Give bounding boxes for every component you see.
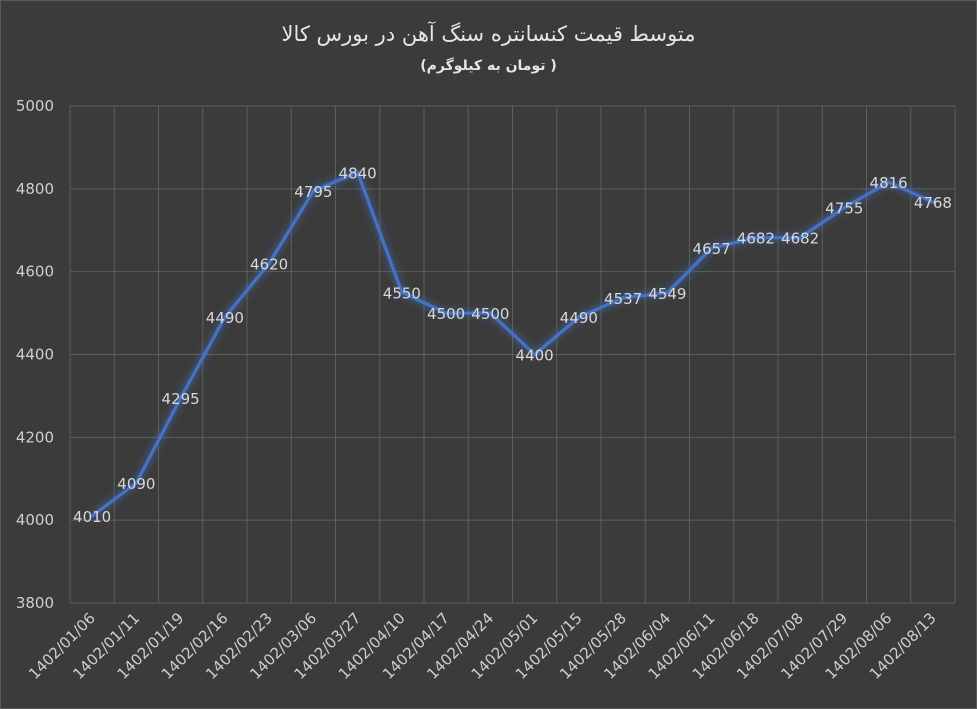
series-layer bbox=[90, 170, 935, 518]
y-tick-label: 4000 bbox=[16, 511, 54, 529]
data-point bbox=[710, 246, 714, 250]
y-tick-label: 5000 bbox=[16, 97, 54, 115]
data-point bbox=[267, 261, 271, 265]
data-label-layer: 4010 4090 4295 4490 4620 4795 4840 4550 4500 4500… bbox=[73, 164, 952, 526]
data-point bbox=[488, 311, 492, 315]
series-line bbox=[90, 170, 935, 518]
y-tick-label: 4200 bbox=[16, 428, 54, 446]
data-label: 4500 bbox=[471, 305, 509, 323]
data-point bbox=[223, 315, 227, 319]
data-label: 4755 bbox=[825, 199, 863, 217]
data-point bbox=[665, 291, 669, 295]
data-point bbox=[134, 481, 138, 485]
data-point bbox=[90, 514, 94, 518]
data-point bbox=[400, 290, 404, 294]
data-label: 4490 bbox=[206, 309, 244, 327]
y-tick-label: 3800 bbox=[16, 594, 54, 612]
data-label: 4010 bbox=[73, 508, 111, 526]
y-tick-label: 4800 bbox=[16, 180, 54, 198]
data-point bbox=[179, 396, 183, 400]
data-point bbox=[754, 236, 758, 240]
data-point bbox=[842, 205, 846, 209]
data-label: 4090 bbox=[117, 475, 155, 493]
data-point bbox=[887, 180, 891, 184]
data-label: 4490 bbox=[560, 309, 598, 327]
data-point bbox=[311, 189, 315, 193]
data-label: 4840 bbox=[339, 164, 377, 182]
data-point bbox=[533, 353, 537, 356]
data-label: 4500 bbox=[427, 305, 465, 323]
data-point bbox=[356, 170, 360, 174]
y-tick-label: 4400 bbox=[16, 346, 54, 364]
y-tick-label: 4600 bbox=[16, 263, 54, 281]
data-point bbox=[577, 315, 581, 319]
grid-layer bbox=[69, 105, 956, 604]
data-label: 4816 bbox=[870, 174, 908, 192]
data-label: 4620 bbox=[250, 255, 288, 273]
chart-subtitle: ( تومان به کیلوگرم) bbox=[420, 58, 557, 74]
data-point bbox=[931, 200, 935, 204]
data-label: 4550 bbox=[383, 284, 421, 302]
data-label: 4682 bbox=[737, 230, 775, 248]
data-label: 4295 bbox=[162, 390, 200, 408]
data-label: 4537 bbox=[604, 290, 642, 308]
data-label: 4682 bbox=[781, 230, 819, 248]
data-label: 4657 bbox=[693, 240, 731, 258]
data-point bbox=[798, 236, 802, 240]
data-point bbox=[444, 311, 448, 315]
chart-title: متوسط قیمت کنسانتره سنگ آهن در بورس کالا bbox=[281, 22, 696, 46]
data-label: 4795 bbox=[294, 183, 332, 201]
axis-layer: 38004000420044004600480050001402/01/0614… bbox=[16, 97, 940, 683]
data-label: 4400 bbox=[516, 347, 554, 365]
data-point bbox=[621, 296, 625, 300]
data-label: 4768 bbox=[914, 194, 952, 212]
data-label: 4549 bbox=[648, 285, 686, 303]
